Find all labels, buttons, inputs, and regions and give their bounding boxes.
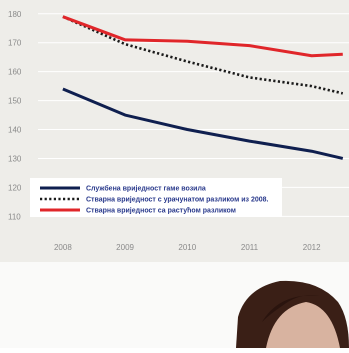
legend-label: Стварна вриједност са растућом разликом [86,207,236,215]
y-tick-label: 130 [8,154,22,163]
x-tick-label: 2012 [303,243,321,252]
photo-panel [0,262,349,348]
x-tick-label: 2010 [178,243,196,252]
y-tick-label: 160 [8,68,22,77]
x-tick-label: 2011 [241,243,259,252]
y-tick-label: 120 [8,183,22,192]
series-line-1 [63,89,343,158]
line-chart: 110 120 130 140 150 160 170 180 2008 2009 2010 201… [0,0,349,262]
x-tick-label: 2009 [116,243,134,252]
legend-label: Службена вриједност гаме возила [86,185,206,193]
y-tick-label: 150 [8,97,22,106]
x-tick-label: 2008 [54,243,72,252]
legend-label: Стварна вриједност с урачунатом разликом… [86,197,269,204]
y-tick-label: 110 [8,212,21,221]
chart-panel: 110 120 130 140 150 160 170 180 2008 2009 2010 201… [0,0,349,262]
y-tick-label: 140 [8,126,22,135]
person-photo [0,262,349,348]
y-tick-label: 180 [8,10,22,19]
y-tick-label: 170 [8,39,22,48]
